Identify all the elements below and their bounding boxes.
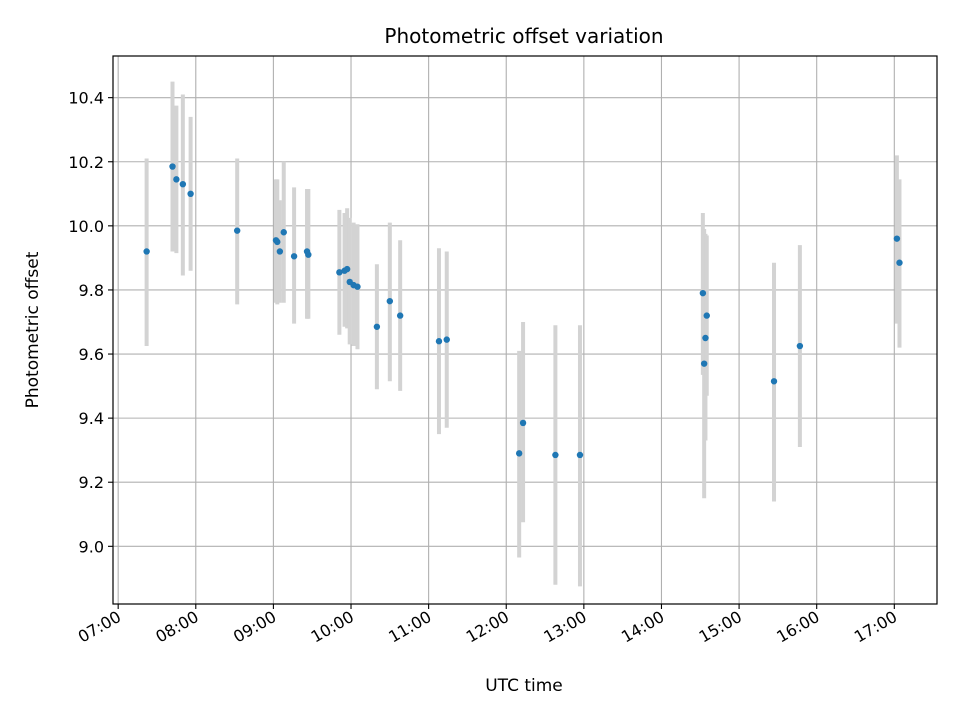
y-tick-label: 9.0 [79, 537, 104, 556]
data-point [576, 451, 584, 459]
data-point [893, 235, 901, 242]
data-point [703, 312, 710, 319]
data-point [187, 190, 194, 198]
y-tick-label: 9.2 [79, 473, 104, 492]
data-point [699, 289, 707, 297]
data-point [305, 251, 312, 258]
plot-frame [112, 55, 938, 605]
y-tick-label: 10.2 [68, 153, 104, 172]
data-point [169, 163, 176, 170]
x-axis-title: UTC time [485, 676, 563, 696]
data-point [396, 312, 404, 319]
data-point [700, 360, 708, 367]
data-point [515, 450, 523, 457]
data-point [373, 323, 381, 330]
data-point [770, 378, 778, 385]
data-point [386, 297, 394, 305]
data-point [343, 265, 351, 273]
data-point [796, 342, 804, 350]
data-point [443, 336, 450, 343]
y-axis: 9.0 9.2 9.4 9.6 9.8 10.0 10.2 10.4 [68, 89, 113, 556]
data-point [354, 283, 361, 290]
data-point [336, 269, 343, 276]
chart-title: Photometric offset variation [384, 24, 663, 48]
data-point [173, 176, 180, 183]
y-tick-label: 9.8 [79, 281, 104, 300]
y-tick-label: 9.6 [79, 345, 104, 364]
y-tick-label: 9.4 [79, 409, 104, 428]
data-point [552, 451, 559, 459]
data-point [179, 180, 187, 188]
y-tick-label: 10.0 [68, 217, 104, 236]
y-axis-title: Photometric offset [23, 251, 43, 408]
data-points [143, 163, 903, 459]
data-point [519, 419, 527, 427]
data-point [702, 334, 709, 342]
data-point [896, 259, 903, 266]
data-point [276, 248, 284, 255]
data-point [274, 238, 281, 246]
data-point [290, 253, 298, 260]
data-point [143, 248, 150, 255]
data-point [280, 229, 287, 236]
data-point [435, 338, 443, 345]
data-point [233, 227, 241, 234]
y-tick-label: 10.4 [68, 89, 104, 108]
